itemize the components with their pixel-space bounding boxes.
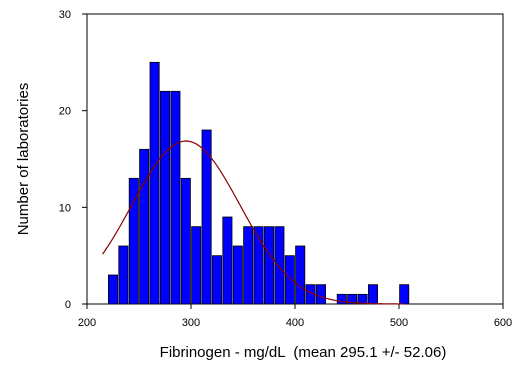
bars-layer: [108, 61, 410, 305]
x-tick-label: 400: [286, 317, 304, 329]
x-tick-label: 300: [182, 317, 200, 329]
histogram-bar: [170, 90, 181, 305]
histogram-bar: [315, 284, 326, 305]
histogram-bar: [243, 226, 254, 305]
histogram-bar: [118, 245, 129, 305]
histogram-bar: [253, 226, 264, 305]
histogram-bar: [222, 216, 233, 305]
histogram-bar: [274, 226, 285, 305]
histogram-bar: [399, 284, 410, 305]
y-tick-label: 10: [59, 202, 71, 214]
histogram-bar: [357, 293, 368, 305]
normal-fit-curve: [102, 140, 405, 305]
histogram-bar: [336, 293, 347, 305]
histogram-bar: [201, 129, 212, 305]
histogram-bar: [284, 255, 295, 305]
histogram-bar: [347, 293, 358, 305]
plot-area: [86, 13, 504, 305]
y-tick-label: 20: [59, 106, 71, 118]
histogram-bar: [295, 245, 306, 305]
histogram-bar: [180, 177, 191, 305]
x-tick-label: 500: [390, 317, 408, 329]
histogram-bar: [149, 61, 160, 305]
histogram-bar: [232, 245, 243, 305]
histogram-bar: [159, 90, 170, 305]
histogram-bar: [263, 226, 274, 305]
y-tick-label: 30: [59, 9, 71, 21]
x-axis: 200 300 400 500 600: [78, 304, 512, 329]
histogram-bar: [108, 274, 119, 305]
y-tick-label: 0: [65, 299, 71, 311]
x-axis-title: Fibrinogen - mg/dL (mean 295.1 +/- 52.06…: [160, 344, 447, 361]
y-axis: 0 10 20 30: [59, 9, 87, 311]
histogram-bar: [211, 255, 222, 305]
histogram-bar: [367, 284, 378, 305]
x-tick-label: 600: [494, 317, 512, 329]
histogram-bar: [191, 226, 202, 305]
histogram-bar: [139, 148, 150, 305]
histogram-bar: [128, 177, 139, 305]
y-axis-title: Number of laboratories: [15, 83, 32, 236]
x-tick-label: 200: [78, 317, 96, 329]
